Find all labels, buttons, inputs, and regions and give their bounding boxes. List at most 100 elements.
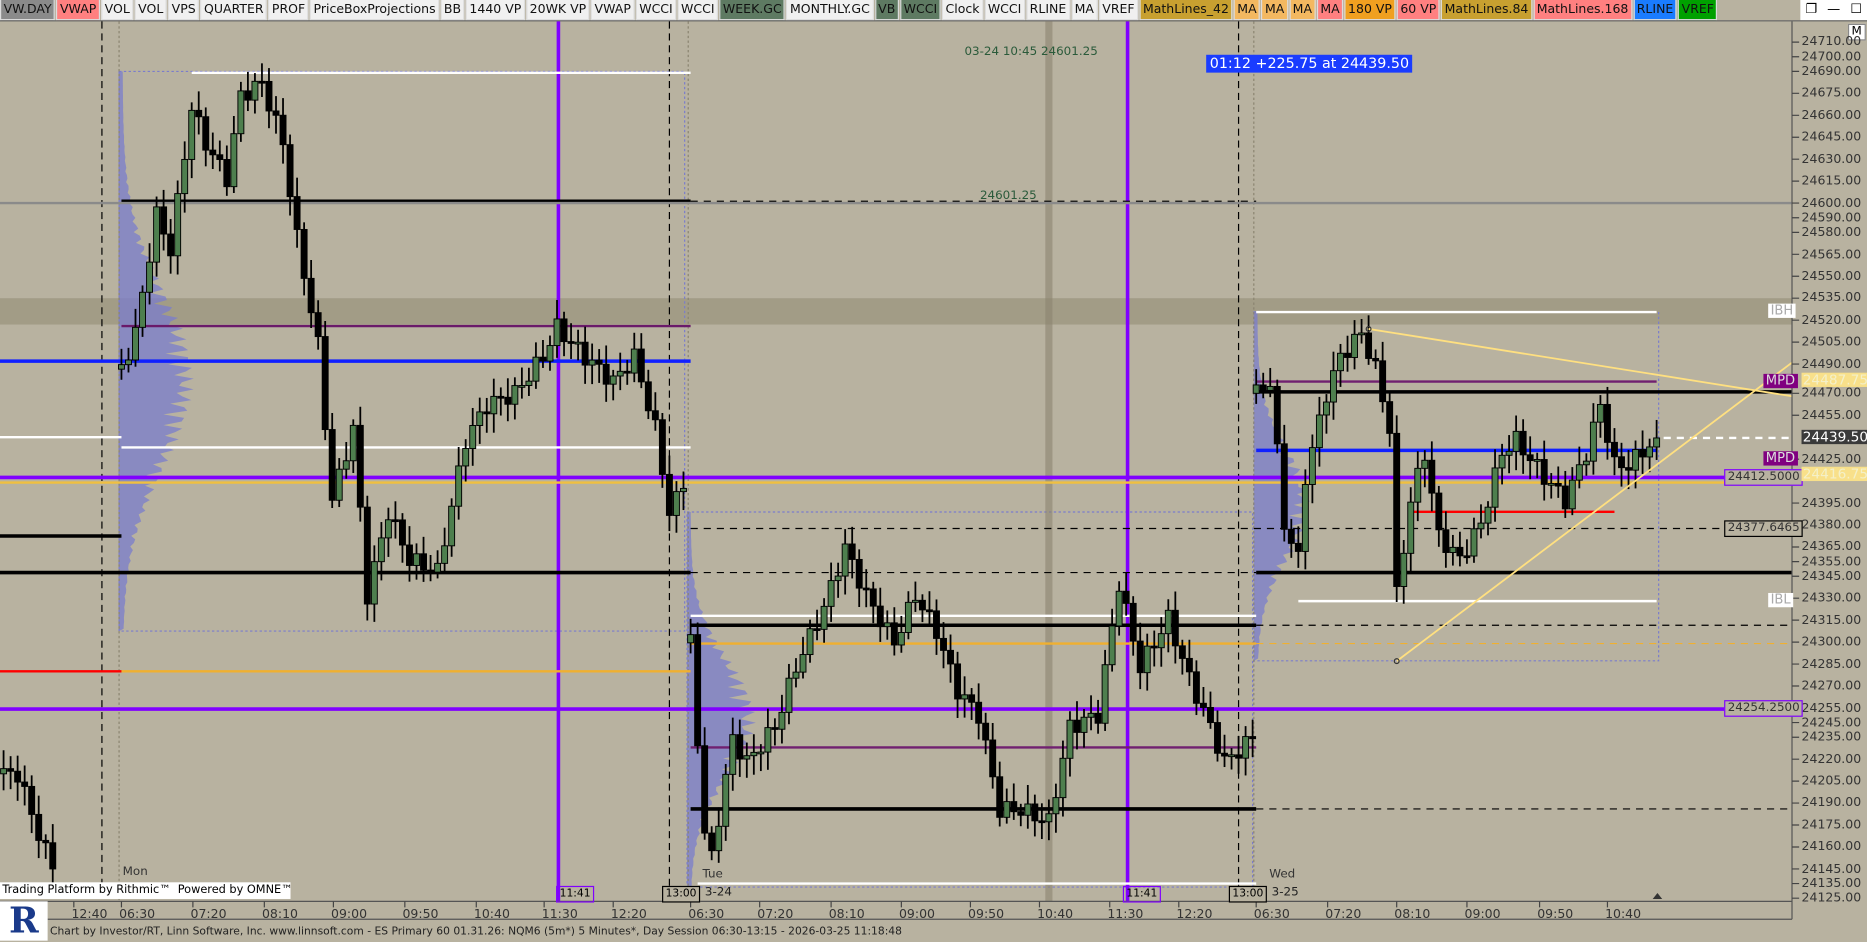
candle-up — [490, 395, 498, 415]
candle-up — [553, 318, 561, 347]
candle-up — [1632, 449, 1639, 471]
toolbar-item-rline[interactable]: RLINE — [1026, 0, 1070, 21]
candle-up — [1512, 430, 1520, 452]
candle-down — [1031, 803, 1039, 822]
minimize-icon[interactable]: — — [1827, 1, 1841, 17]
candle-down — [1372, 357, 1380, 362]
candle-down — [42, 839, 50, 844]
toolbar-item-wcci[interactable]: WCCI — [635, 0, 677, 21]
price-tick-label: 24190.00 — [1801, 795, 1862, 811]
price-tick-label: 24660.00 — [1801, 108, 1862, 123]
maximize-icon[interactable]: ☐ — [1850, 1, 1862, 17]
toolbar-item-vw-day[interactable]: VW.DAY — [0, 0, 56, 21]
price-tick-label: 24175.00 — [1801, 817, 1862, 833]
toolbar-item-vref[interactable]: VREF — [1678, 0, 1718, 21]
candle-down — [1603, 403, 1611, 443]
candle-down — [420, 553, 427, 571]
toolbar-item-monthly-gc[interactable]: MONTHLY.GC — [786, 0, 874, 21]
toolbar-item-20wk-vp[interactable]: 20WK VP — [526, 0, 590, 21]
toolbar-item-mathlines-84[interactable]: MathLines.84 — [1441, 0, 1532, 21]
candle-down — [1463, 555, 1471, 559]
price-tick-label: 24160.00 — [1801, 839, 1862, 855]
toolbar-item-wcci[interactable]: WCCI — [677, 0, 719, 21]
toolbar-item-vol[interactable]: VOL — [101, 0, 134, 21]
candle-down — [272, 110, 280, 116]
candle-up — [1115, 590, 1123, 627]
toolbar-item-vol[interactable]: VOL — [134, 0, 167, 21]
price-marker-label: 24412.5000 — [1724, 469, 1804, 486]
candle-up — [1066, 719, 1074, 759]
candle-up — [630, 348, 638, 374]
candle-up — [181, 158, 189, 195]
toolbar-item-prof[interactable]: PROF — [268, 0, 309, 21]
toolbar-item-vwap[interactable]: VWAP — [590, 0, 635, 21]
toolbar-item-180-vp[interactable]: 180 VP — [1344, 0, 1396, 21]
toolbar-item-rline[interactable]: RLINE — [1633, 0, 1677, 21]
ib-tag: IBH — [1768, 303, 1796, 319]
candle-down — [209, 149, 217, 156]
time-tick-label: 07:20 — [1325, 907, 1362, 922]
candle-down — [1456, 546, 1464, 557]
toolbar-item-vref[interactable]: VREF — [1098, 0, 1139, 21]
candle-down — [989, 739, 997, 778]
candle-up — [1414, 467, 1422, 503]
restore-icon[interactable]: ❐ — [1805, 1, 1818, 17]
candle-down — [1122, 590, 1130, 604]
candle-up — [792, 671, 800, 679]
axis-price-tag: 24487.75 — [1801, 372, 1867, 387]
toolbar-item-quarter[interactable]: QUARTER — [200, 0, 268, 21]
candle-down — [869, 588, 877, 607]
candle-down — [848, 543, 856, 560]
toolbar-item-vb[interactable]: VB — [874, 0, 899, 21]
candle-up — [132, 326, 139, 361]
candle-up — [1315, 414, 1323, 449]
candle-down — [1611, 441, 1618, 458]
candle-up — [117, 364, 125, 370]
toolbar-item-priceboxprojections[interactable]: PriceBoxProjections — [309, 0, 440, 21]
toolbar-item-bb[interactable]: BB — [440, 0, 465, 21]
price-tick-label: 24285.00 — [1801, 656, 1862, 672]
toolbar-item-vps[interactable]: VPS — [168, 0, 200, 21]
toolbar-item-clock[interactable]: Clock — [941, 0, 984, 21]
candle-down — [1273, 385, 1281, 445]
toolbar-item-vwap[interactable]: VWAP — [56, 0, 100, 21]
m-button[interactable]: M — [1847, 23, 1866, 41]
candle-down — [595, 359, 603, 365]
toolbar-item-ma[interactable]: MA — [1233, 0, 1261, 21]
time-box: 11:41 — [1122, 885, 1161, 903]
toolbar-item-ma[interactable]: MA — [1316, 0, 1344, 21]
session-label-wed: Wed — [1269, 868, 1296, 882]
price-tick-label: 24145.00 — [1801, 861, 1862, 877]
toolbar-item-ma[interactable]: MA — [1261, 0, 1288, 21]
price-tick-label: 24565.00 — [1801, 247, 1862, 262]
candle-down — [202, 116, 210, 151]
toolbar-item-ma[interactable]: MA — [1071, 0, 1098, 21]
candle-down — [427, 569, 435, 573]
price-tick-label: 24470.00 — [1801, 386, 1862, 401]
toolbar-item-week-gc[interactable]: WEEK.GC — [719, 0, 786, 21]
toolbar-item-mathlines-42[interactable]: MathLines_42 — [1139, 0, 1233, 21]
candle-up — [1024, 803, 1032, 816]
candle-up — [574, 341, 582, 345]
toolbar-item-mathlines-168[interactable]: MathLines.168 — [1533, 0, 1632, 21]
toolbar-item-1440-vp[interactable]: 1440 VP — [465, 0, 525, 21]
candle-down — [1519, 430, 1527, 456]
candle-up — [1059, 757, 1067, 799]
session-label-mon: Mon — [122, 865, 148, 879]
candle-up — [1045, 813, 1053, 823]
candle-down — [996, 776, 1004, 818]
candle-down — [701, 745, 709, 834]
toolbar-item-wcci[interactable]: WCCI — [900, 0, 941, 21]
toolbar-item-wcci[interactable]: WCCI — [984, 0, 1025, 21]
price-tick-label: 24345.00 — [1801, 569, 1862, 584]
toolbar-item-60-vp[interactable]: 60 VP — [1396, 0, 1440, 21]
candle-down — [28, 785, 36, 815]
toolbar-item-ma[interactable]: MA — [1289, 0, 1316, 21]
candle-down — [581, 341, 589, 366]
candle-up — [476, 411, 484, 426]
candle-up — [1143, 645, 1151, 674]
candle-up — [448, 505, 456, 547]
candle-down — [1094, 712, 1102, 724]
time-tick-label: 12:40 — [71, 907, 108, 922]
